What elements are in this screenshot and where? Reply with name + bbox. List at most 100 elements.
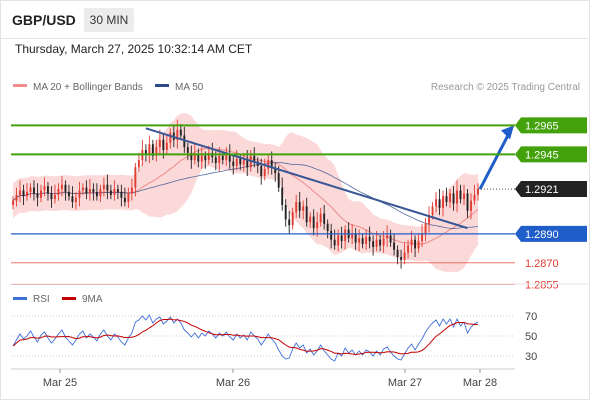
candle-body	[71, 196, 74, 203]
price-level-lines	[11, 124, 515, 285]
candle-body	[393, 242, 396, 250]
candle-body	[358, 238, 361, 243]
candle-body	[410, 239, 413, 246]
candle-body	[43, 186, 46, 191]
candle-body	[148, 144, 151, 155]
projection-arrow	[478, 130, 512, 190]
resistance-2-label-bg	[515, 117, 587, 134]
candle-body	[470, 200, 472, 211]
rsi-tick-30: 30	[525, 351, 537, 363]
candle-body	[274, 167, 277, 174]
candle-body	[54, 194, 56, 200]
candle-body	[267, 160, 270, 169]
candle-body	[417, 241, 420, 249]
candle-body	[442, 196, 444, 208]
candle-body	[438, 199, 441, 208]
candle-body	[29, 187, 32, 192]
candle-body	[473, 194, 476, 201]
candle-body	[33, 187, 35, 194]
header-divider	[1, 38, 590, 39]
candle-body	[113, 189, 116, 195]
x-tick-label: Mar 28	[463, 377, 497, 389]
pivot-label: 1.2890	[525, 229, 559, 241]
x-tick-label: Mar 26	[216, 377, 250, 389]
candle-body	[22, 190, 25, 197]
resistance-1-label: 1.2945	[525, 149, 559, 161]
candle-body	[120, 191, 123, 198]
candle-body	[47, 186, 49, 194]
candle-body	[389, 235, 392, 243]
candle-body	[365, 236, 368, 245]
candle-body	[221, 155, 224, 161]
candle-body	[435, 199, 437, 207]
candle-body	[298, 202, 301, 211]
candle-body	[186, 147, 189, 153]
candle-body	[64, 184, 67, 192]
candle-body	[81, 187, 84, 191]
candle-body	[330, 231, 333, 240]
candle-body	[319, 213, 322, 223]
candle-body	[253, 155, 256, 162]
candle-body	[246, 160, 249, 168]
candle-body	[424, 223, 427, 234]
ma50-legend-swatch	[155, 84, 169, 87]
candle-body	[323, 213, 326, 224]
x-axis: Mar 25 Mar 26 Mar 27 Mar 28	[43, 369, 497, 389]
x-tick-label: Mar 27	[388, 377, 422, 389]
candle-body	[414, 239, 417, 249]
main-plot-area	[12, 113, 514, 273]
candle-body	[19, 190, 21, 195]
candle-body	[26, 191, 28, 197]
candle-body	[235, 158, 238, 166]
candle-body	[421, 233, 424, 242]
candle-body	[309, 216, 312, 223]
candle-body	[60, 184, 63, 190]
symbol-title: GBP/USD	[12, 12, 76, 28]
ma9-legend-swatch	[62, 297, 76, 300]
candle-body	[333, 239, 336, 246]
timeframe-badge[interactable]: 30 MIN	[84, 8, 134, 32]
candle-body	[386, 235, 389, 239]
candle-body	[239, 158, 242, 165]
candle-body	[204, 155, 207, 161]
rsi-tick-50: 50	[525, 331, 537, 343]
candle-body	[176, 129, 179, 140]
candle-body	[242, 160, 245, 165]
candle-body	[260, 165, 263, 177]
candle-body	[67, 191, 70, 197]
rsi-legend-label: RSI	[33, 294, 50, 305]
rsi-legend: RSI 9MA	[13, 294, 103, 305]
candle-body	[102, 184, 105, 190]
candle-body	[445, 196, 448, 203]
candle-body	[200, 155, 203, 162]
candle-body	[162, 139, 165, 150]
last-price-label: 1.2921	[525, 184, 559, 196]
rsi-legend-swatch	[13, 297, 27, 300]
candle-body	[340, 235, 343, 242]
candle-body	[197, 154, 200, 162]
candle-body	[375, 239, 378, 247]
timestamp: Thursday, March 27, 2025 10:32:14 AM CET	[15, 42, 253, 56]
candle-body	[288, 219, 291, 226]
candle-body	[127, 193, 130, 203]
bollinger-band	[13, 113, 478, 273]
candle-body	[431, 206, 434, 216]
candle-body	[99, 189, 102, 197]
candle-body	[263, 168, 266, 177]
candle-body	[477, 189, 479, 195]
candle-body	[109, 190, 112, 195]
candle-body	[428, 215, 431, 224]
research-credit: Research © 2025 Trading Central	[431, 82, 580, 93]
trendline	[145, 127, 468, 230]
candle-body	[151, 144, 154, 156]
candle-body	[228, 154, 231, 162]
candle-body	[459, 190, 462, 200]
candle-body	[326, 223, 329, 232]
ma50-legend-label: MA 50	[175, 82, 204, 93]
candle-body	[403, 252, 406, 260]
rsi-ma-line	[12, 318, 479, 355]
support-2-label: 1.2855	[525, 280, 559, 292]
ma20-legend-swatch	[13, 84, 27, 87]
candle-body	[214, 157, 217, 164]
